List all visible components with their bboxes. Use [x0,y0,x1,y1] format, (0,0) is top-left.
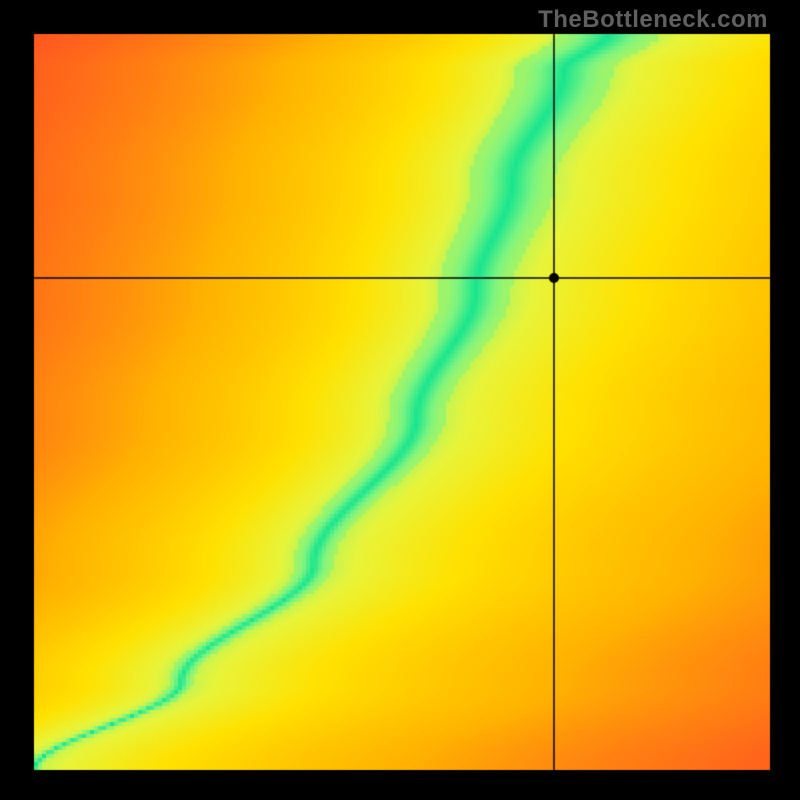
watermark-text: TheBottleneck.com [538,6,768,34]
crosshair-overlay [0,0,800,800]
chart-container: TheBottleneck.com [0,0,800,800]
